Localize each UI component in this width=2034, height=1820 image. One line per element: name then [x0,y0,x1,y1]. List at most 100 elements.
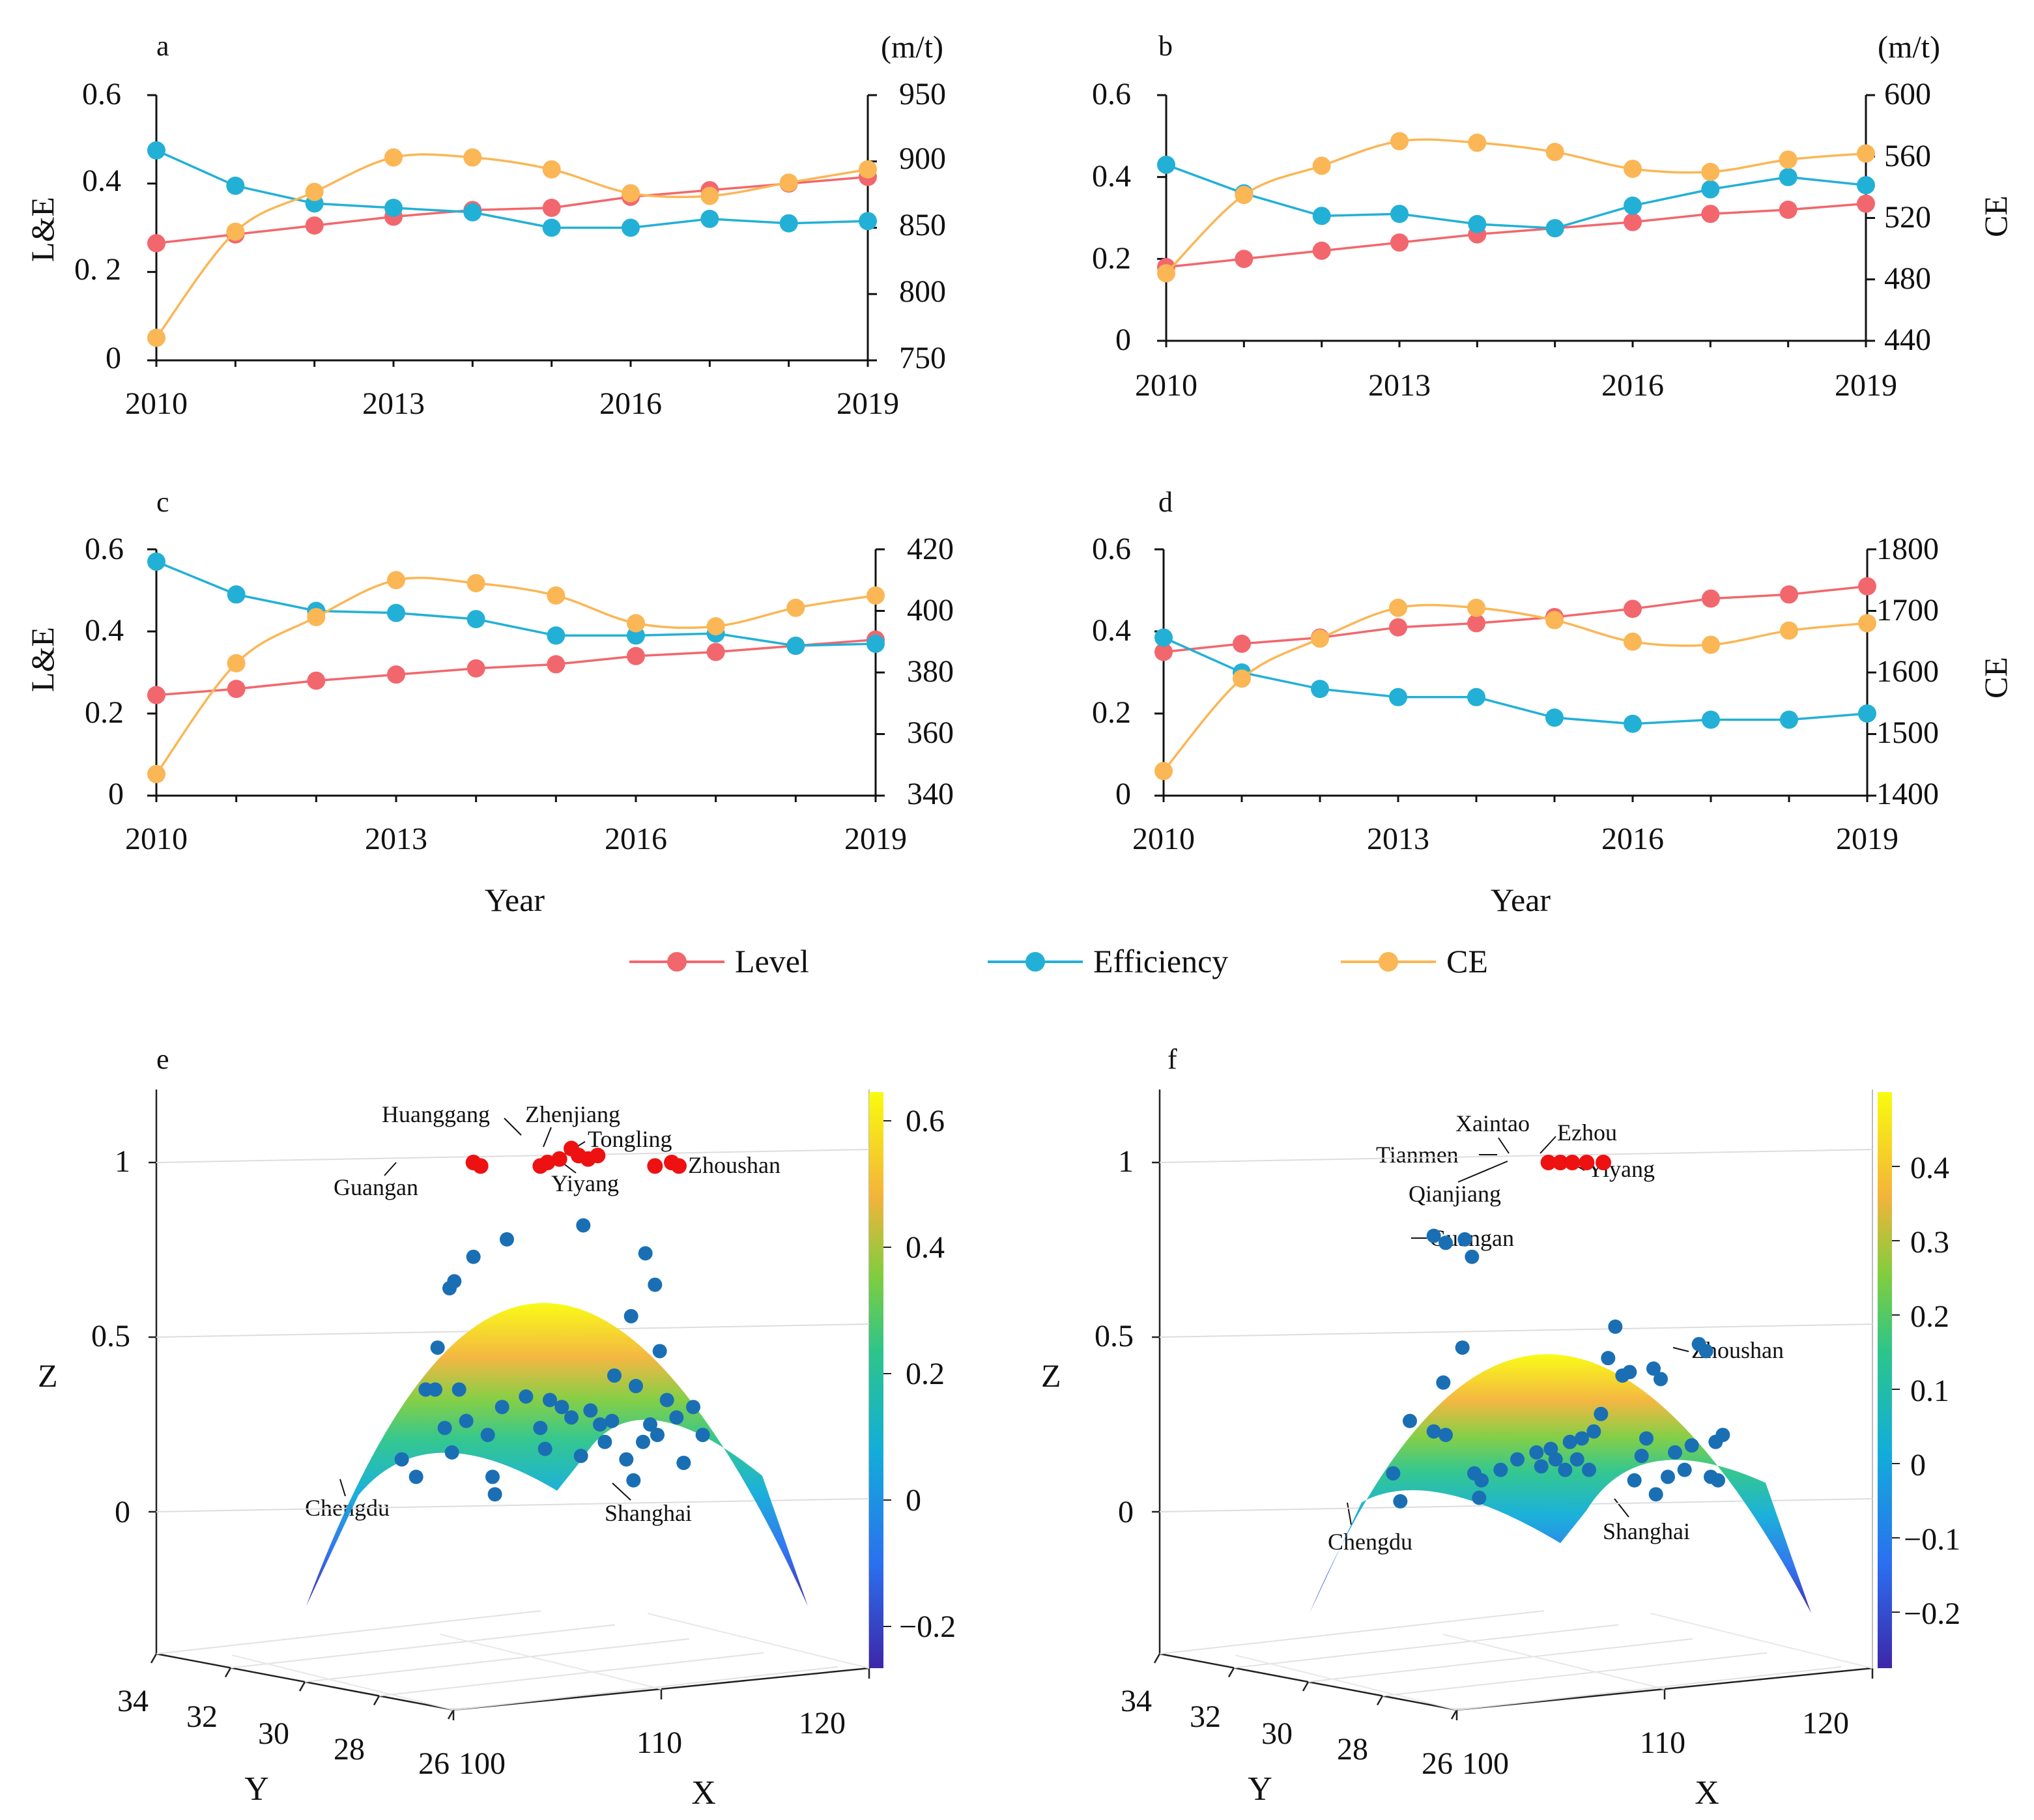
series-line-level [156,638,876,697]
fitted-surface [306,1303,808,1606]
scatter-point [1439,1428,1453,1443]
point-ce [700,186,719,205]
scatter-point [1648,1487,1663,1502]
series-line-ce [1165,138,1867,274]
scatter-point [1582,1462,1596,1477]
scatter-point [659,1393,674,1408]
scatter-point [1684,1438,1699,1453]
tick-label: 0 [115,1495,130,1529]
tick-label: 1700 [1876,593,1939,628]
tick-label: 26 [1422,1746,1453,1781]
tick-label: 440 [1884,323,1931,357]
tick-label: −0.1 [1904,1522,1960,1557]
scatter-point [554,1400,569,1415]
point-ce [1858,614,1876,633]
scatter-point [593,1417,607,1432]
point-ce [1702,635,1720,654]
point-ce [779,173,798,192]
tick-label: 120 [799,1706,846,1741]
point-efficiency [1312,207,1331,225]
scatter-point [1639,1431,1654,1446]
point-label: Shanghai [1603,1518,1690,1544]
point-level [1857,194,1875,213]
scatter-point [459,1413,474,1428]
scatter-point [1534,1459,1549,1474]
tick-label: 1400 [1876,777,1939,811]
point-efficiency [1389,687,1407,706]
tick-label: 520 [1884,200,1931,235]
tick-label: 1800 [1876,532,1939,566]
floor-grid-line [439,1634,662,1690]
tick-label: 0.6 [1092,77,1131,111]
tick-label: 0.4 [1092,159,1131,194]
panel-b-letter: b [1158,30,1173,62]
scatter-point [676,1455,691,1470]
point-label: Zhoushan [688,1152,781,1178]
scatter-point [638,1246,653,1261]
tick-label: 1500 [1876,715,1939,750]
scatter-point [428,1382,442,1397]
panel-d-letter: d [1158,486,1173,518]
scatter-point-highlight [1564,1155,1581,1170]
tick-label: −0.2 [1904,1596,1960,1631]
tick-label: 0.6 [82,77,121,111]
scatter-point [480,1428,495,1443]
point-efficiency [1467,687,1485,706]
point-ce [1154,762,1173,781]
scatter-point-highlight [1540,1155,1556,1170]
panel-b-plot [1157,94,1875,347]
tick-label: 0.4 [1910,1151,1949,1185]
tick-label: 110 [637,1726,682,1760]
point-level [227,680,246,699]
point-ce [542,160,561,179]
series-line-ce [155,577,876,775]
tick-label: 2016 [605,822,667,856]
panel-c-x-ticks: 2010 2013 2016 2019 [125,822,907,856]
floor-grid-line [1233,1624,1619,1669]
floor-grid-line [1235,1654,1457,1711]
point-efficiency [1390,205,1409,224]
scatter-point [1548,1452,1563,1467]
tick-label: 28 [1337,1732,1368,1767]
scatter-point [451,1382,466,1397]
scatter-point [437,1421,452,1436]
point-ce [1311,629,1329,648]
tick-label: 800 [899,274,946,309]
point-ce [147,764,165,783]
point-efficiency [700,209,719,228]
tick-label: 2013 [362,386,425,421]
point-ce [1312,156,1331,175]
panel-e-colorbar-ticks: 0.6 0.4 0.2 0 −0.2 [899,1104,956,1644]
tick-label: 0.4 [85,613,124,648]
panel-c: c L&E 0 0.2 0.4 0.6 340 360 380 400 420 … [24,486,954,918]
tick-label: 380 [907,654,954,689]
scatter-point [1426,1424,1441,1439]
scatter-point [1698,1344,1713,1359]
y-tick-mark [1227,1667,1235,1678]
panel-a-right-ticks: 750 800 850 900 950 [899,77,946,375]
panel-d: d CE 0 0.2 0.4 0.6 1400 1500 1600 1700 1… [1092,486,2014,918]
tick-label: 30 [258,1716,289,1751]
point-efficiency [384,198,403,217]
point-efficiency [622,218,640,237]
scatter-point [1510,1452,1525,1467]
tick-label: 1 [115,1144,130,1179]
series-line-level [1163,585,1868,654]
scatter-point [487,1487,502,1502]
tick-label: 400 [907,593,954,628]
tick-label: 0 [106,341,121,375]
point-label: Chengdu [1328,1529,1412,1555]
scatter-point [1436,1375,1451,1390]
scatter-point [1711,1473,1725,1488]
scatter-point [394,1452,409,1467]
point-level [1235,250,1253,268]
z-grid-line [1159,1323,1873,1338]
scatter-point [1594,1406,1609,1421]
point-ce [305,182,324,201]
panel-b-left-ticks: 0 0.2 0.4 0.6 [1092,77,1131,357]
point-level [1779,200,1798,219]
scatter-point [648,1277,663,1292]
panel-d-right-axis-label: CE [1977,657,2014,699]
scatter-point [626,1473,641,1488]
scatter-point [537,1441,552,1456]
